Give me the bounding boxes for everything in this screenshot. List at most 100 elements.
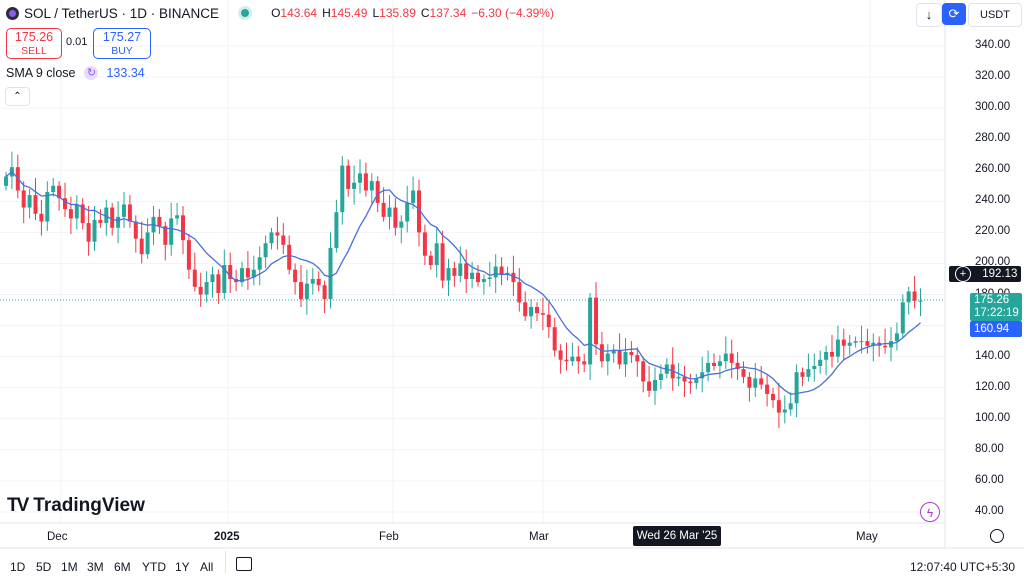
candle-body [269, 232, 274, 244]
collapse-legend-button[interactable]: ⌃ [5, 87, 30, 106]
candle-body [818, 359, 823, 366]
candle-body [68, 209, 73, 219]
candle-body [576, 356, 581, 362]
time-tick-label: Dec [47, 531, 68, 543]
candle-body [741, 369, 746, 377]
candle-body [210, 274, 215, 283]
candle-body [175, 215, 180, 219]
candle-body [375, 181, 380, 203]
symbol-title[interactable]: SOL / TetherUS · 1D · BINANCE [24, 5, 220, 21]
candle-body [381, 202, 386, 217]
candle-body [529, 306, 534, 317]
range-button-3m[interactable]: 3M [87, 560, 104, 574]
candle-body [558, 350, 563, 360]
candle-body [594, 297, 598, 345]
candle-body [476, 272, 480, 283]
range-button-5d[interactable]: 5D [36, 560, 52, 574]
candle-body [700, 372, 705, 379]
price-tick-label: 240.00 [975, 194, 1011, 207]
time-tick-label: 2025 [214, 531, 240, 543]
range-button-1d[interactable]: 1D [10, 560, 26, 574]
market-status-icon[interactable] [241, 9, 250, 17]
candle-body [240, 268, 244, 283]
buy-label: BUY [111, 45, 133, 57]
price-tick-label: 80.00 [975, 442, 1004, 455]
crosshair-price: 192.13 [982, 268, 1018, 280]
download-icon[interactable]: ↓ [916, 3, 942, 27]
lightning-icon[interactable]: ϟ [920, 502, 940, 522]
candle-body [405, 202, 410, 222]
close-value: 137.34 [429, 6, 467, 20]
price-tick-label: 140.00 [975, 349, 1011, 362]
candle-body [535, 306, 539, 314]
sell-button[interactable]: 175.26 SELL [6, 28, 62, 59]
candle-body [21, 190, 26, 208]
candle-body [122, 204, 126, 217]
tradingview-logo[interactable]: TV TradingView [7, 495, 145, 517]
loading-icon: ↻ [84, 66, 99, 80]
candle-body [912, 291, 917, 301]
candle-body [782, 409, 787, 413]
currency-selector[interactable]: USDT [968, 3, 1022, 27]
range-button-1m[interactable]: 1M [61, 560, 78, 574]
candle-body [658, 373, 663, 380]
range-button-all[interactable]: All [200, 560, 214, 574]
sma-name: SMA 9 close [6, 66, 76, 80]
candle-body [110, 207, 115, 228]
candle-body [45, 192, 50, 222]
candle-body [481, 279, 486, 283]
bar-countdown: 17:22:19 [974, 307, 1019, 319]
candle-body [605, 353, 610, 362]
candle-body [788, 403, 793, 410]
candle-body [653, 379, 657, 391]
candle-body [452, 268, 457, 276]
candle-body [63, 198, 67, 210]
compare-icon[interactable]: ⟳ [942, 3, 966, 25]
open-value: 143.64 [280, 6, 318, 20]
candle-body [422, 232, 427, 256]
candle-body [635, 355, 640, 362]
candle-body [641, 361, 646, 382]
candle-body [133, 221, 138, 239]
calendar-icon[interactable] [236, 557, 252, 571]
price-tick-label: 260.00 [975, 163, 1011, 176]
candle-body [104, 207, 109, 224]
crosshair-price-tag: + 192.13 [949, 266, 1021, 282]
range-button-6m[interactable]: 6M [114, 560, 131, 574]
candle-body [812, 365, 817, 370]
sma-legend[interactable]: SMA 9 close ↻ 133.34 [6, 66, 145, 80]
candle-body [127, 204, 132, 222]
clock[interactable]: 12:07:40 UTC+5:30 [910, 560, 1016, 574]
candle-body [39, 213, 44, 222]
add-alert-icon[interactable]: + [955, 266, 971, 282]
candle-body [346, 165, 351, 189]
last-price-tag: 175.26 17:22:19 [970, 293, 1022, 321]
candle-body [865, 341, 870, 346]
candle-body [316, 279, 321, 286]
candle-body [116, 216, 121, 228]
candle-body [287, 244, 292, 270]
candle-body [859, 341, 864, 343]
candle-body [800, 372, 805, 377]
range-button-1y[interactable]: 1Y [175, 560, 190, 574]
candle-body [145, 232, 150, 255]
settings-icon[interactable] [990, 529, 1004, 543]
candle-body [51, 185, 56, 193]
candle-body [440, 243, 445, 281]
candle-body [363, 173, 368, 191]
buy-button[interactable]: 175.27 BUY [93, 28, 151, 59]
candle-body [434, 243, 439, 266]
candle-body [299, 282, 303, 300]
candle-body [552, 327, 557, 351]
candle-body [464, 263, 469, 279]
candle-body [629, 352, 634, 356]
candle-body [92, 219, 97, 242]
price-tick-label: 340.00 [975, 39, 1011, 51]
candle-body [776, 400, 781, 413]
candle-body [181, 215, 185, 241]
range-button-ytd[interactable]: YTD [142, 560, 166, 574]
candle-body [322, 285, 327, 300]
spread-value: 0.01 [66, 36, 88, 48]
candle-body [228, 265, 233, 279]
